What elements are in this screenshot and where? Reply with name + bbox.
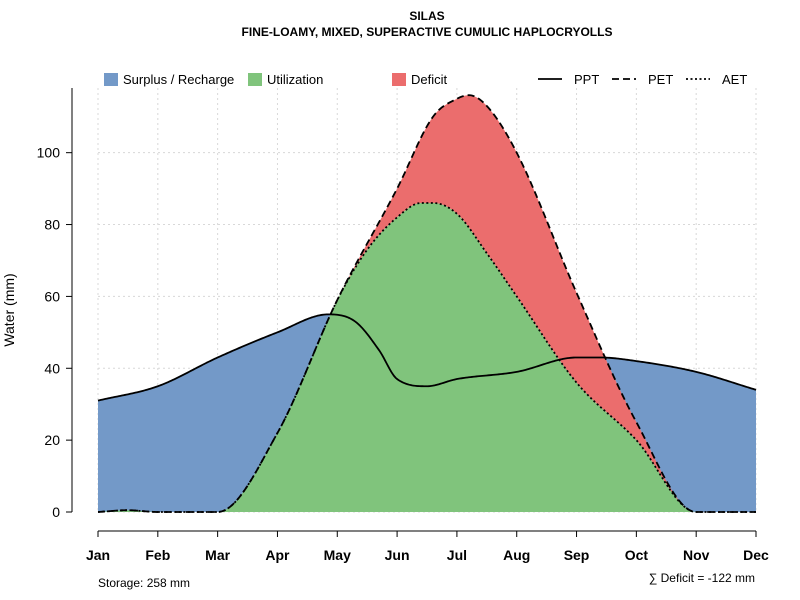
legend-swatch-deficit (392, 73, 406, 86)
legend: Surplus / Recharge Utilization Deficit PPT P… (104, 72, 747, 87)
deficit-note: ∑ Deficit = -122 mm (649, 571, 755, 585)
series-line-ppt (97, 313, 757, 402)
legend-label-deficit: Deficit (411, 72, 448, 87)
legend-label-aet: AET (722, 72, 747, 87)
axes: 0 20 40 60 80 100 Jan Feb Mar Apr May Jun Jul Aug Sep O… (37, 88, 769, 563)
x-tick-label-jan: Jan (86, 547, 110, 563)
y-tick-label-100: 100 (37, 145, 61, 161)
series-line-aet (97, 202, 756, 513)
y-tick-label-20: 20 (44, 432, 60, 448)
series-line-pet (97, 94, 756, 513)
legend-swatch-utilization (248, 73, 262, 86)
deficit-area (98, 95, 756, 512)
area-fills (98, 95, 756, 513)
x-tick-label-sep: Sep (564, 547, 590, 563)
legend-label-surplus-recharge: Surplus / Recharge (123, 72, 234, 87)
utilization-area (98, 202, 756, 513)
x-tick-label-aug: Aug (503, 547, 530, 563)
y-axis-label: Water (mm) (1, 273, 17, 346)
legend-label-ppt: PPT (574, 72, 599, 87)
y-tick-label-80: 80 (44, 217, 60, 233)
storage-note: Storage: 258 mm (98, 576, 190, 590)
x-tick-label-jul: Jul (447, 547, 467, 563)
x-tick-label-may: May (324, 547, 351, 563)
legend-label-pet: PET (648, 72, 673, 87)
y-tick-label-60: 60 (44, 288, 60, 304)
x-tick-label-oct: Oct (625, 547, 649, 563)
x-tick-label-jun: Jun (385, 547, 410, 563)
chart-title: SILAS (409, 9, 444, 23)
x-tick-label-dec: Dec (743, 547, 769, 563)
y-tick-label-40: 40 (44, 360, 60, 376)
x-tick-label-feb: Feb (145, 547, 170, 563)
x-tick-label-mar: Mar (205, 547, 230, 563)
legend-swatch-surplus-recharge (104, 73, 118, 86)
x-tick-label-nov: Nov (683, 547, 710, 563)
series-lines (97, 94, 757, 513)
legend-label-utilization: Utilization (267, 72, 323, 87)
chart-subtitle: FINE-LOAMY, MIXED, SUPERACTIVE CUMULIC H… (242, 25, 613, 39)
x-tick-label-apr: Apr (265, 547, 290, 563)
y-tick-label-0: 0 (52, 504, 60, 520)
